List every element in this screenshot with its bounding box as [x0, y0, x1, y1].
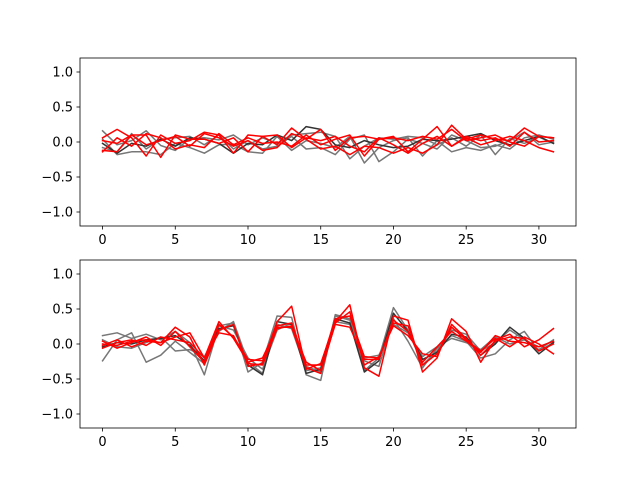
x-tick-label: 15 [312, 233, 329, 248]
series-line-8 [101, 311, 555, 375]
x-tick-label: 30 [531, 233, 548, 248]
subplot-1: 0 5 10 15 20 25 30 −1.0 −0.5 0.0 0.5 1.0 [41, 57, 577, 248]
y-tick-label: −0.5 [41, 171, 73, 186]
y-tick-label: 0.5 [52, 101, 73, 116]
x-tick-label: 20 [385, 233, 402, 248]
x-tick-label: 25 [458, 233, 475, 248]
x-tick-label: 30 [531, 435, 548, 450]
y-tick-label: −0.5 [41, 373, 73, 388]
x-tick-label: 20 [385, 435, 402, 450]
y-tick-label: 1.0 [52, 66, 73, 81]
x-tick-label: 0 [98, 233, 106, 248]
x-tick-label: 0 [98, 435, 106, 450]
y-tick-label: 0.0 [52, 338, 73, 353]
x-tick-label: 5 [171, 435, 179, 450]
x-tick-label: 15 [312, 435, 329, 450]
series-line-5 [101, 124, 555, 157]
x-tick-label: 25 [458, 435, 475, 450]
y-tick-label: 0.0 [52, 136, 73, 151]
series-group [101, 124, 555, 164]
series-line-4 [101, 125, 555, 154]
subplot-2: 0 5 10 15 20 25 30 −1.0 −0.5 0.0 0.5 1.0 [41, 259, 577, 450]
y-tick-label: 1.0 [52, 268, 73, 283]
y-tick-label: −1.0 [41, 408, 73, 423]
y-tick-label: −1.0 [41, 206, 73, 221]
x-tick-label: 5 [171, 233, 179, 248]
series-line-8 [101, 128, 555, 152]
series-line-6 [101, 131, 555, 159]
y-tick-label: 0.5 [52, 303, 73, 318]
x-tick-label: 10 [240, 233, 257, 248]
series-line-7 [101, 125, 555, 157]
series-group [101, 304, 555, 382]
x-tick-label: 10 [240, 435, 257, 450]
series-line-6 [101, 315, 555, 366]
